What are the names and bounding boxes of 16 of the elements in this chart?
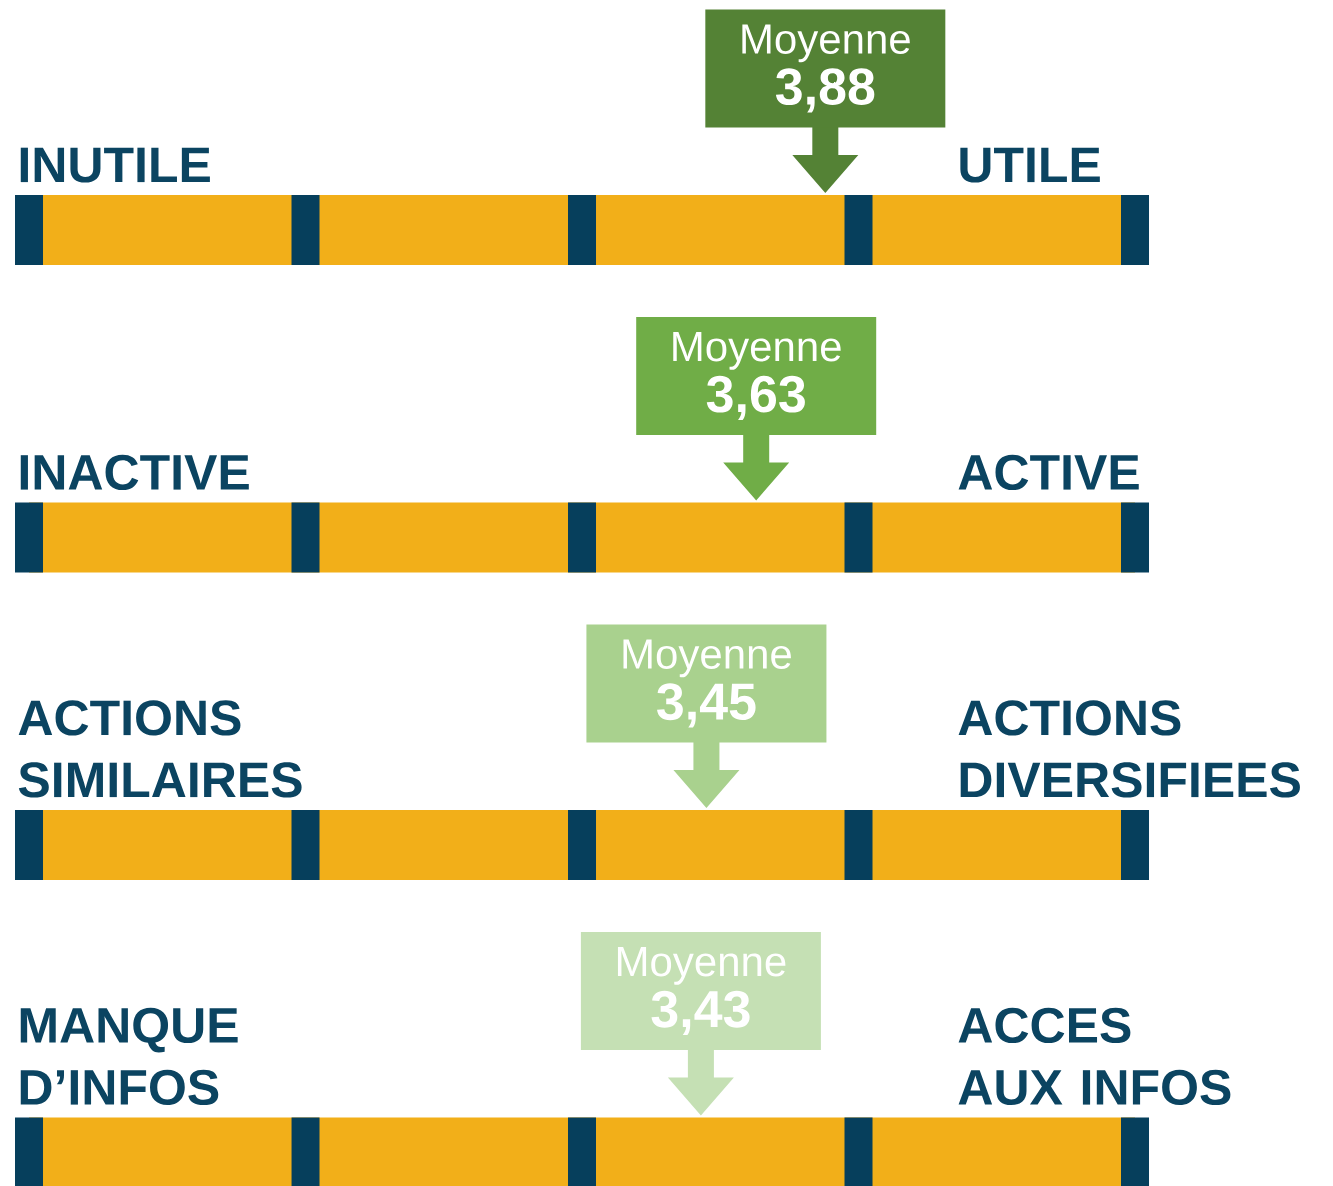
text: MANQUE D’INFOS (20, 1007, 238, 1106)
data-label: 3,88 (775, 68, 875, 113)
data-label: 3,63 (706, 375, 805, 421)
text: Moyenne (623, 639, 791, 678)
data-label: 3,43 (651, 990, 750, 1036)
text: ACTIONS SIMILAIRES (18, 700, 302, 798)
text: INUTILE (20, 147, 210, 183)
text: ACTIONS DIVERSIFIEES (958, 700, 1300, 798)
text: Moyenne (617, 947, 786, 985)
text: Moyenne (673, 332, 841, 370)
data-label: 3,45 (657, 683, 756, 728)
text: Moyenne (742, 24, 910, 63)
text: UTILE (960, 147, 1100, 183)
text: ACCES AUX INFOS (958, 1007, 1231, 1106)
text: INACTIVE (20, 454, 249, 491)
text: ACTIVE (958, 454, 1139, 491)
